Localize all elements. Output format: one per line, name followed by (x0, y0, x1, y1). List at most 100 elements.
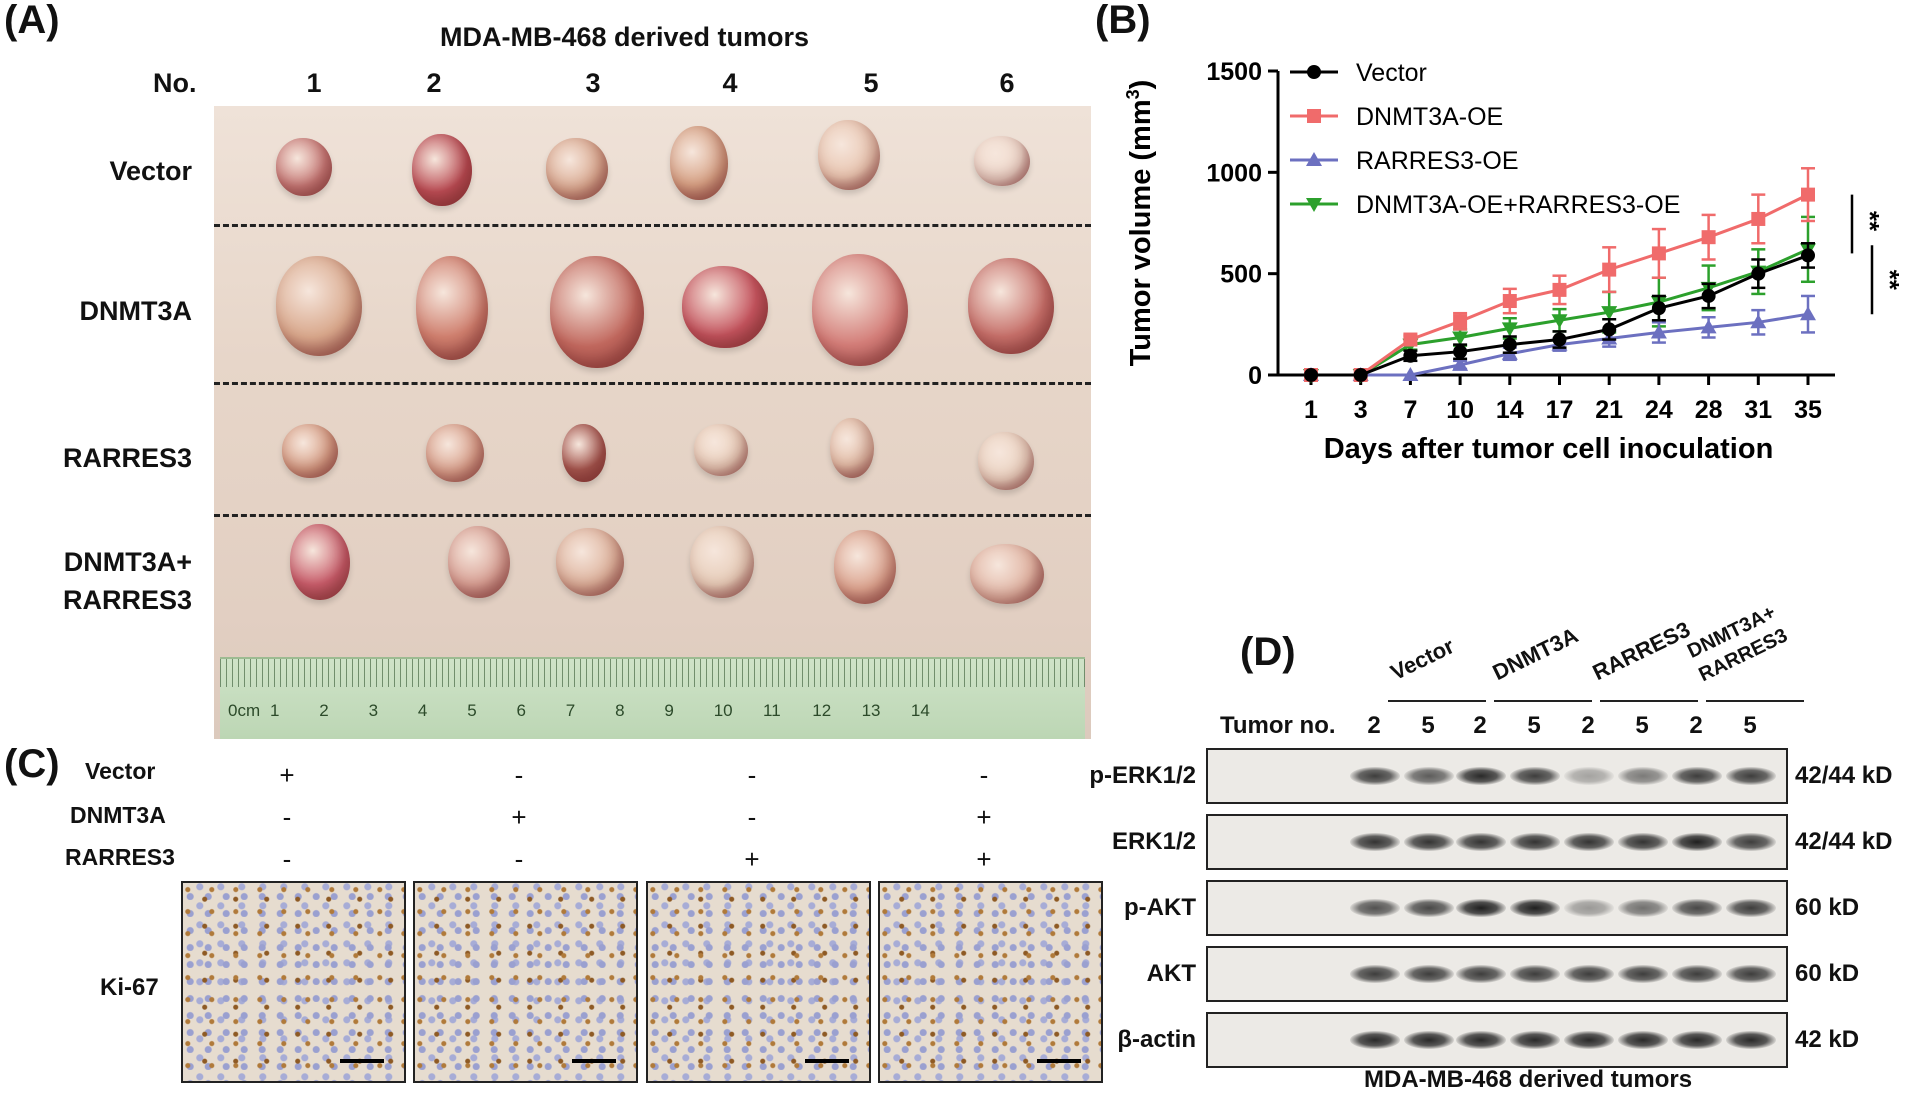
lane-number: 2 (1689, 712, 1703, 739)
data-point (1453, 314, 1468, 329)
treatment-mark: - (747, 760, 757, 790)
data-point (1800, 306, 1816, 321)
molecular-weight: 42/44 kD (1795, 762, 1893, 789)
tumor-specimen (562, 424, 606, 482)
data-point (1304, 368, 1318, 382)
ruler-number: 4 (417, 701, 428, 720)
protein-band (1672, 767, 1722, 785)
ruler-number: 8 (615, 701, 625, 720)
tumor-specimen (276, 138, 332, 196)
blot-label: p-ERK1/2 (1089, 762, 1196, 789)
tumor-specimen (546, 138, 608, 200)
tumor-specimen (276, 256, 362, 356)
protein-band (1350, 767, 1400, 785)
lane-number: 5 (1743, 712, 1757, 739)
tumor-specimen (834, 530, 896, 604)
treatment-mark: - (514, 760, 524, 790)
group-label-combo: DNMT3A+ RARRES3 (1684, 601, 1792, 687)
group-underline (1706, 700, 1804, 702)
ihc-image-combo (878, 881, 1103, 1083)
blot-strip (1206, 1012, 1788, 1068)
y-tick-label: 1500 (1206, 58, 1262, 86)
ruler-unit: 0cm (228, 701, 261, 720)
legend-marker (1306, 152, 1322, 166)
ruler-number: 14 (910, 701, 930, 720)
ruler-number: 11 (763, 701, 781, 720)
protein-band (1510, 767, 1560, 785)
protein-band (1404, 1031, 1454, 1049)
c-row-label-vector: Vector (85, 758, 156, 784)
scale-bar (572, 1059, 616, 1063)
data-point (1602, 322, 1617, 337)
y-tick-label: 500 (1220, 261, 1262, 289)
data-point (1501, 322, 1518, 337)
column-number: 5 (863, 68, 879, 98)
x-tick-label: 7 (1403, 396, 1417, 424)
blot-strip (1206, 880, 1788, 936)
ihc-image-dnmt3a (413, 881, 638, 1083)
data-point (1701, 230, 1716, 245)
blot-strip (1206, 748, 1788, 804)
ruler-number: 2 (319, 701, 329, 720)
lane-number: 2 (1473, 712, 1487, 739)
x-tick-label: 28 (1695, 396, 1723, 424)
column-number: 3 (585, 68, 601, 98)
significance-mark: ** (1855, 211, 1885, 232)
tumor-specimen (290, 524, 350, 600)
protein-band (1726, 1031, 1776, 1049)
treatment-mark: + (976, 844, 992, 874)
legend-marker (1307, 109, 1321, 123)
protein-band (1350, 1031, 1400, 1049)
group-label-rarres3: RARRES3 (1588, 616, 1695, 686)
ruler-number: 12 (812, 701, 832, 720)
y-axis-title-sup: 3 (1123, 89, 1143, 99)
data-point (1602, 262, 1617, 277)
protein-band (1510, 899, 1560, 917)
blot-label: p-AKT (1124, 894, 1196, 921)
legend-label: DNMT3A-OE+RARRES3-OE (1356, 191, 1680, 219)
panel-d-footer: MDA-MB-468 derived tumors (1364, 1066, 1693, 1093)
lane-number: 5 (1635, 712, 1649, 739)
protein-band (1726, 899, 1776, 917)
protein-band (1672, 833, 1722, 851)
protein-band (1350, 965, 1400, 983)
ruler-number: 3 (368, 701, 379, 720)
panel-d-letter: (D) (1240, 630, 1296, 674)
treatment-mark: - (282, 802, 292, 832)
ruler-number: 5 (467, 701, 477, 720)
tumor-specimen (968, 258, 1054, 354)
legend-marker (1307, 65, 1321, 79)
column-number: 4 (722, 68, 738, 98)
tumor-specimen (448, 526, 510, 598)
protein-band (1350, 833, 1400, 851)
tumor-specimen (670, 126, 728, 200)
data-point (1701, 288, 1716, 303)
treatment-mark: + (976, 802, 992, 832)
data-point (1502, 294, 1517, 309)
blot-label: AKT (1146, 960, 1196, 987)
ruler-number: 1 (270, 701, 280, 720)
data-point (1751, 211, 1766, 226)
legend-label: DNMT3A-OE (1356, 103, 1503, 131)
panel-c-letter: (C) (4, 742, 60, 786)
protein-band (1510, 833, 1560, 851)
x-tick-label: 3 (1354, 396, 1368, 424)
protein-band (1350, 899, 1400, 917)
group-underline (1600, 700, 1698, 702)
panel-b-letter: (B) (1095, 0, 1151, 42)
molecular-weight: 42 kD (1795, 1026, 1860, 1053)
protein-band (1618, 833, 1668, 851)
row-divider (214, 514, 1091, 517)
row-label-combo: DNMT3A+ RARRES3 (62, 547, 192, 615)
blot-strip (1206, 814, 1788, 870)
protein-band (1456, 1031, 1506, 1049)
tumor-specimen (818, 120, 880, 190)
tumor-specimen (812, 254, 908, 366)
scale-bar (340, 1059, 384, 1063)
data-point (1651, 246, 1666, 261)
tumor-specimen (556, 528, 624, 596)
data-point (1403, 332, 1418, 347)
ruler-number: 7 (565, 701, 576, 720)
tumor-specimen (694, 424, 748, 476)
x-tick-label: 14 (1496, 396, 1524, 424)
